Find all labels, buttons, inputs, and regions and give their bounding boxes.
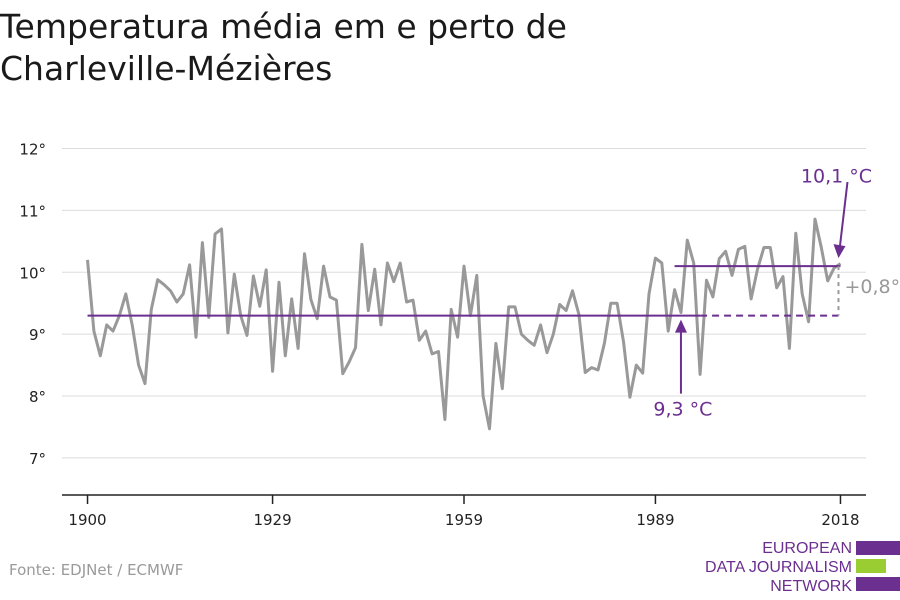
logo-bar-2 [856, 559, 886, 573]
y-tick-label-12: 12° [19, 141, 46, 159]
x-tick-label-1900: 1900 [68, 511, 106, 529]
logo-bar-1 [856, 541, 900, 555]
x-tick-label-2018: 2018 [821, 511, 859, 529]
y-tick-label-10: 10° [19, 264, 46, 282]
recent-mean-label: 10,1 °C [801, 166, 872, 188]
x-tick-label-1959: 1959 [445, 511, 483, 529]
baseline-mean-label: 9,3 °C [653, 399, 712, 421]
source-note: Fonte: EDJNet / ECMWF [9, 561, 184, 579]
logo-line-2: DATA JOURNALISM [705, 559, 852, 576]
logo-line-1: EUROPEAN [762, 540, 852, 557]
y-tick-label-9: 9° [29, 326, 46, 344]
grid-lines [62, 148, 866, 459]
temperature-series-line [86, 217, 842, 431]
y-tick-label-11: 11° [19, 202, 46, 220]
recent-arrow-head [833, 244, 846, 259]
x-tick-label-1989: 1989 [636, 511, 674, 529]
y-tick-label-8: 8° [29, 388, 46, 406]
baseline-arrow-head [674, 319, 687, 333]
recent-arrow [838, 181, 849, 251]
logo-line-3: NETWORK [770, 578, 852, 595]
logo-bar-3 [856, 577, 900, 591]
y-axis-tick-labels: 7° 8° 9° 10° 11° 12° [19, 141, 46, 468]
difference-label: +0,8° [844, 276, 900, 298]
y-tick-label-7: 7° [29, 450, 46, 468]
page-title: Temperatura média em e perto de Charlevi… [0, 7, 567, 88]
x-axis-ticks: 1900 1929 1959 1989 2018 [68, 495, 860, 529]
edjnet-logo: EUROPEAN DATA JOURNALISM NETWORK [690, 537, 900, 597]
x-tick-label-1929: 1929 [253, 511, 291, 529]
